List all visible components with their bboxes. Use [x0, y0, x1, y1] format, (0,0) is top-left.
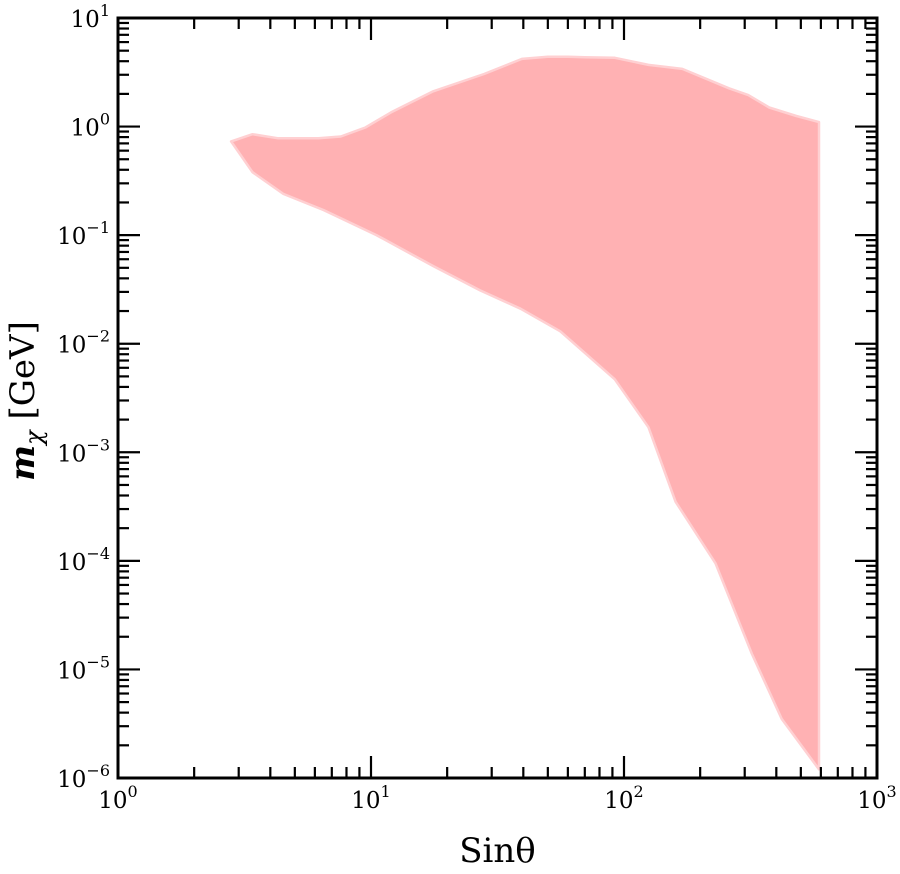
y-tick-label: 10−1	[57, 218, 110, 250]
y-tick-labels: 10−6 10−5 10−4 10−3 10−2 10−1 100 101	[57, 1, 110, 793]
y-tick-label: 10−6	[57, 761, 110, 793]
shaded-region-layer	[229, 55, 821, 771]
x-axis-label: Sinθ	[459, 831, 536, 871]
tick-marks	[116, 16, 879, 780]
y-tick-label: 100	[71, 110, 110, 142]
x-tick-label: 102	[604, 782, 643, 814]
y-axis-label: mχ [GeV]	[3, 321, 48, 481]
y-tick-label: 10−2	[57, 327, 110, 359]
y-tick-label: 10−4	[57, 544, 110, 576]
x-tick-label: 100	[98, 782, 137, 814]
y-tick-label: 10−3	[57, 435, 110, 467]
y-tick-label: 10−5	[57, 652, 110, 684]
x-tick-labels: 100 101 102 103	[98, 782, 896, 814]
x-tick-label: 103	[857, 782, 896, 814]
y-tick-label: 101	[71, 1, 110, 33]
plot-frame	[116, 16, 879, 780]
allowed-region-area	[229, 55, 821, 771]
x-tick-label: 101	[351, 782, 390, 814]
